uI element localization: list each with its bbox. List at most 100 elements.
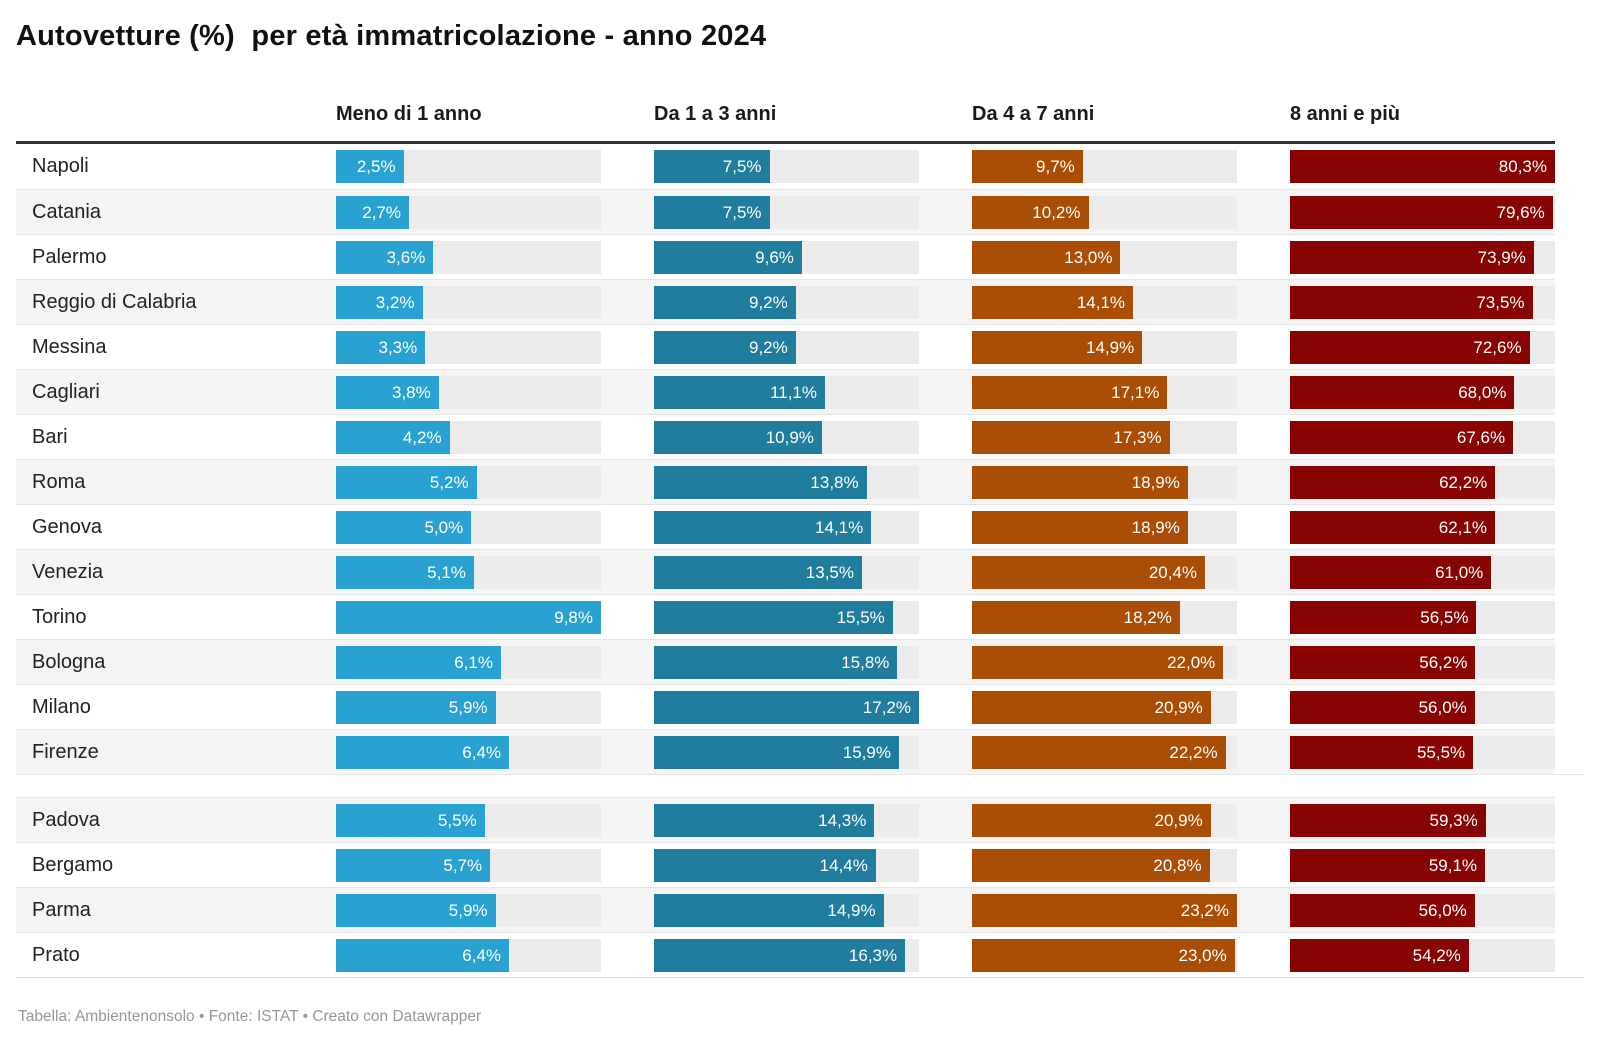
bar-cell: 9,8% xyxy=(336,600,601,634)
bar-cell: 5,1% xyxy=(336,555,601,589)
value-bar: 20,9% xyxy=(972,803,1211,837)
bar-value-label: 2,5% xyxy=(356,157,396,176)
value-bar: 2,7% xyxy=(336,195,409,229)
bar-cell: 56,0% xyxy=(1290,893,1555,927)
value-bar: 16,3% xyxy=(654,938,906,972)
value-bar: 55,5% xyxy=(1290,735,1474,769)
bar-track: 3,6% xyxy=(336,240,601,274)
bar-cell: 17,1% xyxy=(972,375,1237,409)
value-bar: 18,9% xyxy=(972,465,1188,499)
bar-value-label: 16,3% xyxy=(848,945,898,965)
bar-cell: 20,4% xyxy=(972,555,1237,589)
bar-value-label: 68,0% xyxy=(1458,382,1507,402)
bar-cell: 15,5% xyxy=(654,600,919,634)
bar-value-label: 18,9% xyxy=(1131,517,1180,537)
bar-value-label: 6,1% xyxy=(454,652,493,672)
bar-value-label: 3,3% xyxy=(378,337,418,357)
bar-cell: 14,1% xyxy=(654,510,919,544)
bar-value-label: 56,2% xyxy=(1419,652,1468,672)
bar-cell: 9,2% xyxy=(654,285,919,319)
bar-value-label: 59,3% xyxy=(1429,810,1478,830)
value-bar: 23,0% xyxy=(972,938,1235,972)
bar-value-label: 20,8% xyxy=(1153,855,1202,875)
table-row: Roma 5,2% 13,8% 18,9% 62,2% xyxy=(16,459,1555,504)
bar-cell: 5,2% xyxy=(336,465,601,499)
bar-value-label: 22,0% xyxy=(1167,652,1216,672)
value-bar: 5,0% xyxy=(336,510,472,544)
bar-track: 4,2% xyxy=(336,420,601,454)
bar-track: 20,9% xyxy=(972,803,1237,837)
bar-track: 79,6% xyxy=(1290,195,1555,229)
bar-track: 5,2% xyxy=(336,465,601,499)
bar-track: 9,2% xyxy=(654,330,919,364)
bar-cell: 15,8% xyxy=(654,645,919,679)
bar-cell: 56,5% xyxy=(1290,600,1555,634)
bar-value-label: 5,7% xyxy=(443,855,483,875)
bar-value-label: 18,9% xyxy=(1131,472,1180,492)
bar-value-label: 56,5% xyxy=(1420,607,1469,627)
bar-value-label: 3,8% xyxy=(392,382,431,402)
bar-track: 15,5% xyxy=(654,600,919,634)
bar-track: 15,8% xyxy=(654,645,919,679)
table-row: Catania 2,7% 7,5% 10,2% 79,6% xyxy=(16,189,1555,234)
value-bar: 13,0% xyxy=(972,240,1121,274)
bar-track: 14,4% xyxy=(654,848,919,882)
bar-value-label: 14,3% xyxy=(818,810,867,830)
bar-track: 55,5% xyxy=(1290,735,1555,769)
bar-cell: 73,9% xyxy=(1290,240,1555,274)
page: Autovetture (%) per età immatricolazione… xyxy=(16,20,1584,1025)
value-bar: 54,2% xyxy=(1290,938,1469,972)
value-bar: 14,3% xyxy=(654,803,875,837)
bar-track: 3,2% xyxy=(336,285,601,319)
value-bar: 59,3% xyxy=(1290,803,1486,837)
bar-value-label: 5,9% xyxy=(448,900,488,920)
bar-cell: 18,9% xyxy=(972,510,1237,544)
bar-value-label: 6,4% xyxy=(462,742,502,762)
bar-value-label: 14,9% xyxy=(827,900,876,920)
bar-value-label: 5,9% xyxy=(448,697,488,717)
bar-cell: 56,2% xyxy=(1290,645,1555,679)
value-bar: 17,1% xyxy=(972,375,1168,409)
table-row: Palermo 3,6% 9,6% 13,0% 73,9% xyxy=(16,234,1555,279)
bar-track: 2,7% xyxy=(336,195,601,229)
bar-value-label: 13,8% xyxy=(810,472,859,492)
bar-value-label: 20,9% xyxy=(1154,810,1203,830)
value-bar: 59,1% xyxy=(1290,848,1486,882)
bar-track: 5,1% xyxy=(336,555,601,589)
bar-cell: 61,0% xyxy=(1290,555,1555,589)
row-label: Milano xyxy=(32,695,91,718)
bar-cell: 7,5% xyxy=(654,150,919,183)
bar-track: 17,2% xyxy=(654,690,919,724)
bar-value-label: 59,1% xyxy=(1428,855,1478,875)
bar-track: 16,3% xyxy=(654,938,919,972)
bar-value-label: 14,9% xyxy=(1085,337,1135,357)
group-spacer xyxy=(16,774,1584,797)
bar-value-label: 2,7% xyxy=(362,202,401,222)
value-bar: 61,0% xyxy=(1290,555,1492,589)
value-bar: 17,3% xyxy=(972,420,1170,454)
bar-track: 6,1% xyxy=(336,645,601,679)
bar-track: 6,4% xyxy=(336,938,601,972)
bar-value-label: 13,5% xyxy=(805,562,854,582)
value-bar: 72,6% xyxy=(1290,330,1530,364)
value-bar: 5,7% xyxy=(336,848,491,882)
table-row: Prato 6,4% 16,3% 23,0% 54,2% xyxy=(16,932,1555,977)
value-bar: 22,0% xyxy=(972,645,1224,679)
bar-track: 3,3% xyxy=(336,330,601,364)
bar-cell: 5,7% xyxy=(336,848,601,882)
row-label: Bergamo xyxy=(32,853,114,876)
bar-track: 17,3% xyxy=(972,420,1237,454)
bar-track: 10,9% xyxy=(654,420,919,454)
bar-value-label: 79,6% xyxy=(1496,202,1545,222)
bar-cell: 20,8% xyxy=(972,848,1237,882)
value-bar: 79,6% xyxy=(1290,195,1553,229)
bar-cell: 16,3% xyxy=(654,938,919,972)
bar-cell: 59,3% xyxy=(1290,803,1555,837)
bar-track: 7,5% xyxy=(654,150,919,183)
bar-track: 62,1% xyxy=(1290,510,1555,544)
table-row: Torino 9,8% 15,5% 18,2% 56,5% xyxy=(16,594,1555,639)
bar-cell: 10,2% xyxy=(972,195,1237,229)
bar-track: 56,2% xyxy=(1290,645,1555,679)
bar-cell: 6,1% xyxy=(336,645,601,679)
value-bar: 5,9% xyxy=(336,690,496,724)
